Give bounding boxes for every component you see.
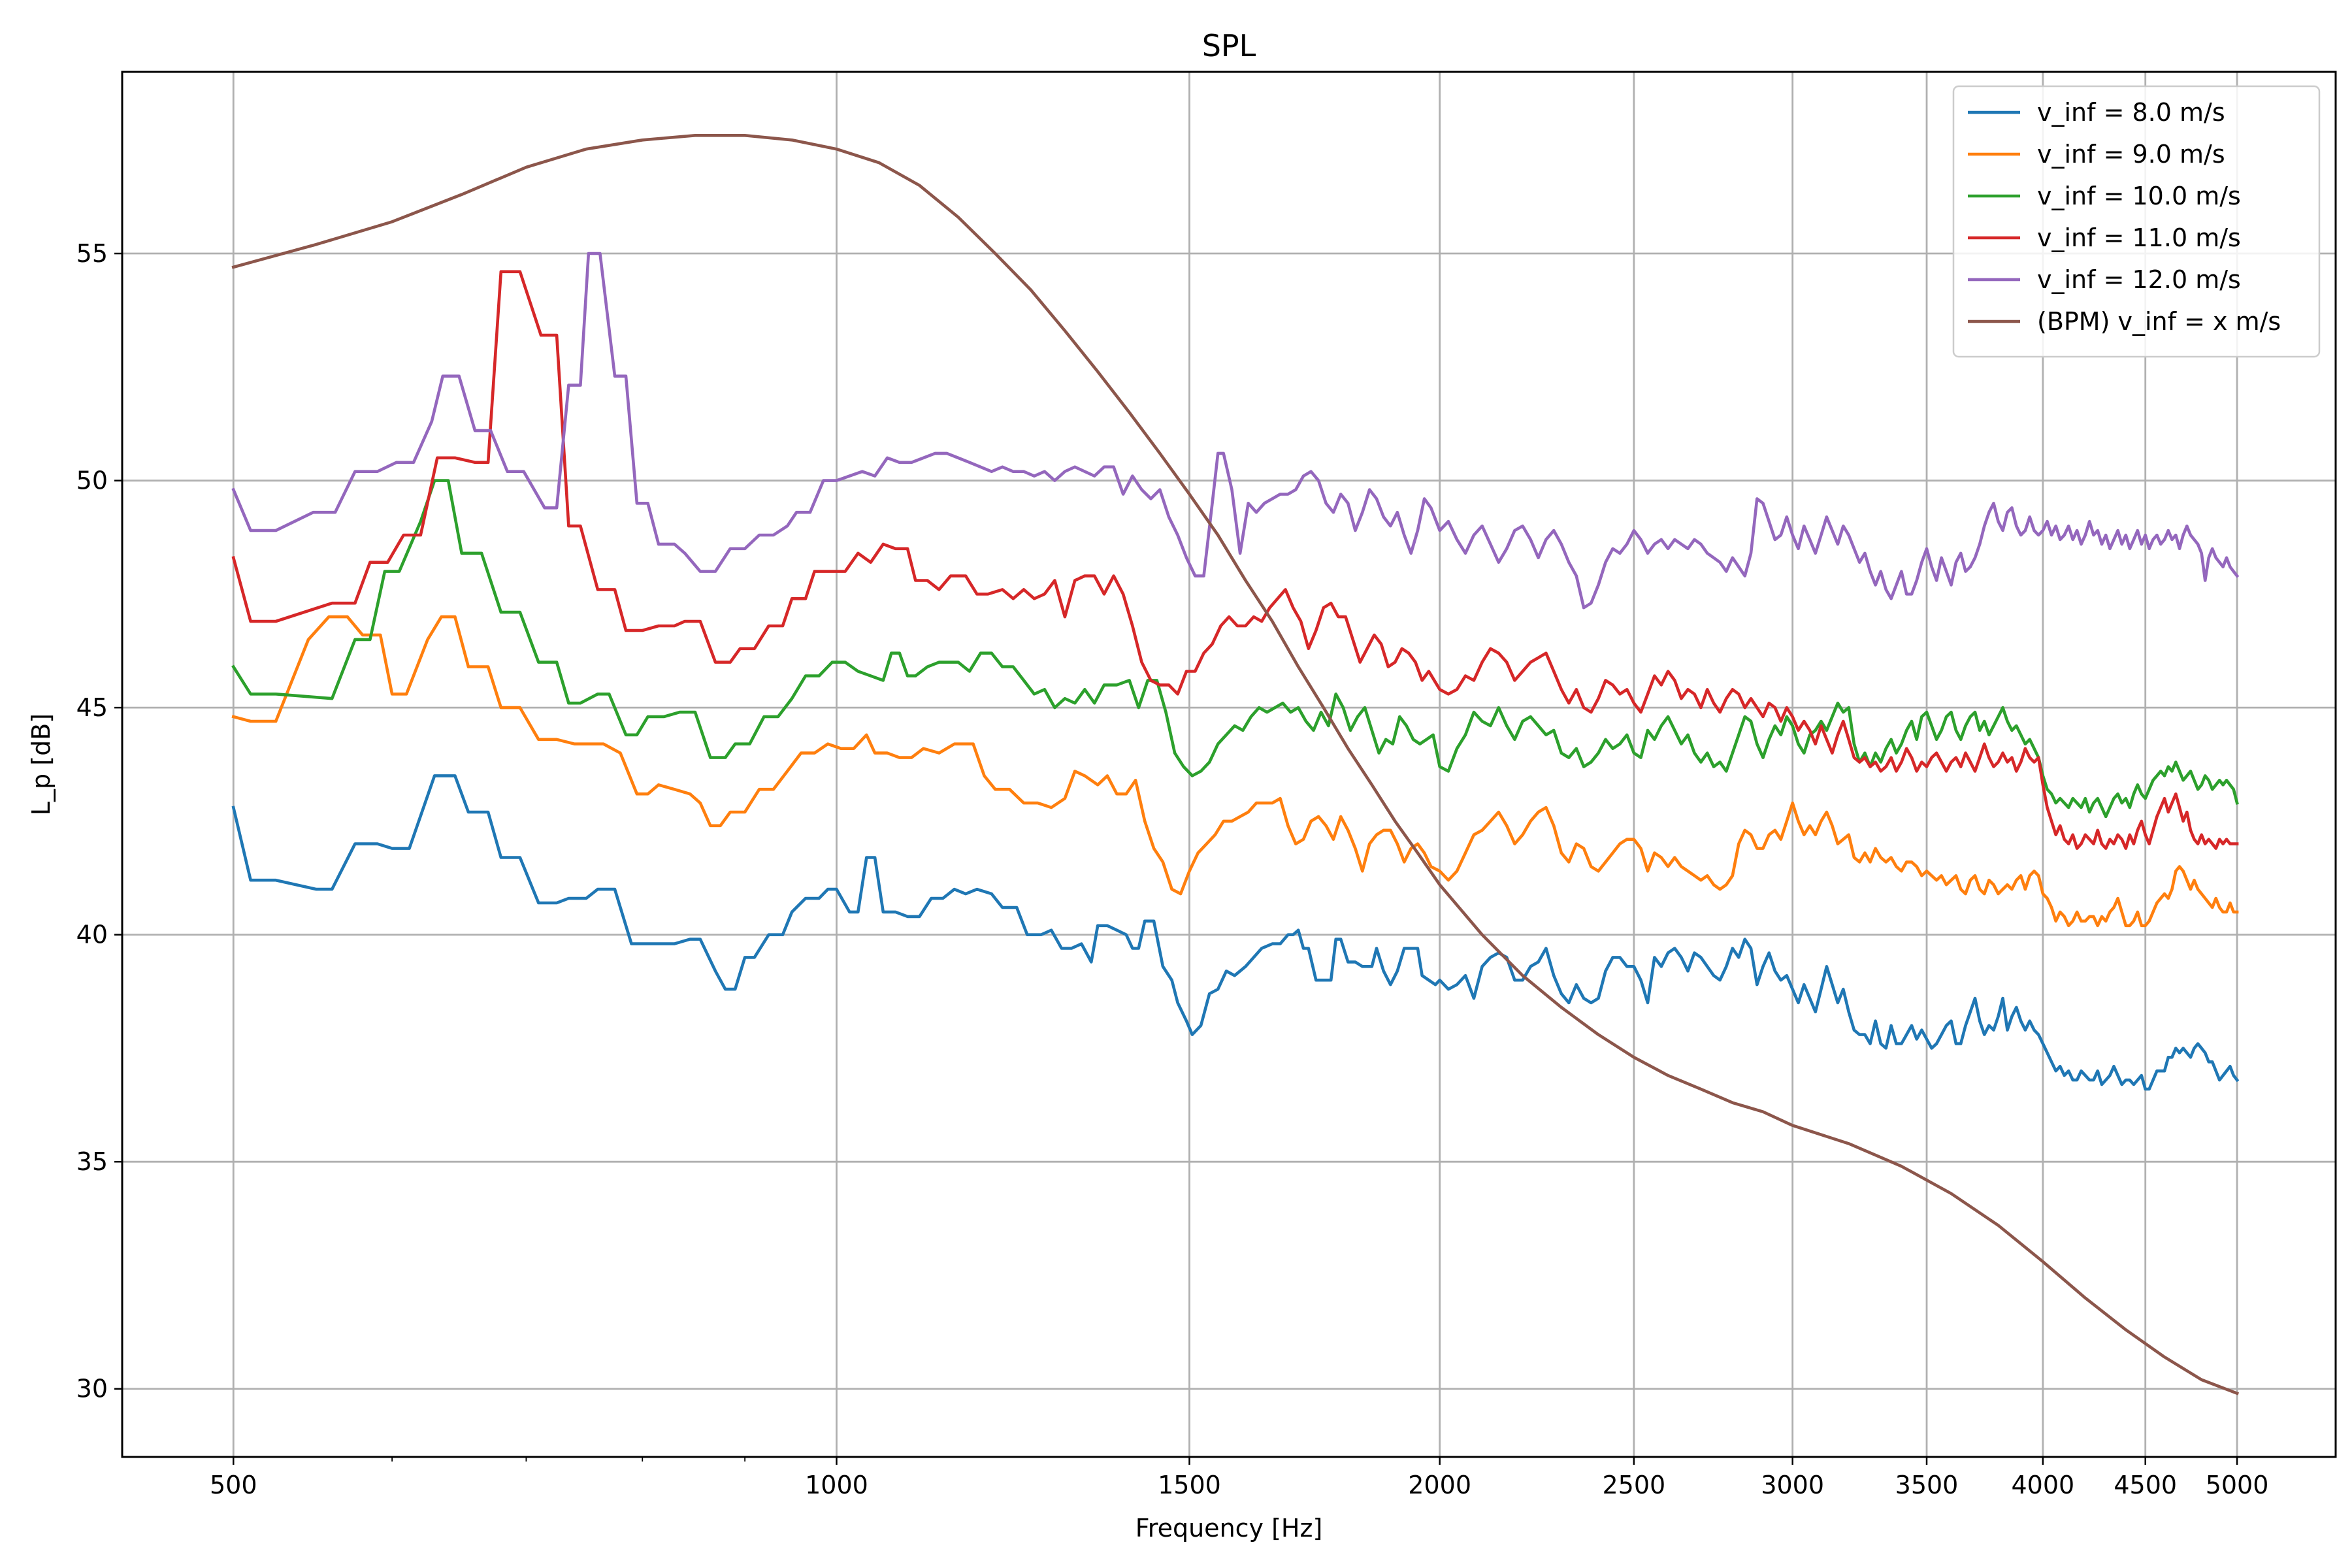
x-tick-label: 2000	[1408, 1471, 1471, 1499]
legend-label: v_inf = 10.0 m/s	[2037, 182, 2241, 210]
series-line-2	[231, 615, 2239, 928]
y-tick-label: 45	[76, 693, 108, 722]
x-tick-label: 1000	[805, 1471, 868, 1499]
x-tick-label: 4000	[2011, 1471, 2074, 1499]
y-tick-label: 55	[76, 239, 108, 268]
series-lines	[231, 134, 2240, 1396]
x-tick-label: 2500	[1603, 1471, 1666, 1499]
x-tick-label: 5000	[2206, 1471, 2269, 1499]
x-tick-label: 3500	[1895, 1471, 1959, 1499]
y-tick-label: 30	[76, 1375, 108, 1403]
legend-label: v_inf = 9.0 m/s	[2037, 140, 2225, 169]
x-axis-title: Frequency [Hz]	[1135, 1514, 1323, 1543]
series-line-4	[231, 270, 2239, 850]
legend-label: v_inf = 11.0 m/s	[2037, 223, 2241, 252]
x-tick-label: 1500	[1158, 1471, 1221, 1499]
y-axis-title: L_p [dB]	[27, 713, 56, 815]
y-tick-label: 40	[76, 921, 108, 949]
x-tick-label: 500	[210, 1471, 257, 1499]
y-tick-label: 50	[76, 466, 108, 495]
legend-box	[1952, 85, 2321, 358]
x-tick-label: 3000	[1761, 1471, 1824, 1499]
y-tick-label: 35	[76, 1147, 108, 1176]
legend-label: v_inf = 8.0 m/s	[2037, 98, 2225, 127]
chart-title: SPL	[1202, 28, 1256, 63]
series-line-3	[231, 479, 2239, 819]
axis-ticks: 500 1000 1500 2000 2500 3000 3500 4000 4500 5000 3…	[76, 239, 2269, 1499]
legend-label: (BPM) v_inf = x m/s	[2037, 307, 2281, 336]
x-tick-label: 4500	[2114, 1471, 2177, 1499]
series-line-6	[231, 134, 2240, 1396]
legend-label: v_inf = 12.0 m/s	[2037, 265, 2241, 294]
legend: v_inf = 8.0 m/s v_inf = 9.0 m/s v_inf = 10…	[1952, 85, 2321, 358]
series-line-1	[231, 774, 2240, 1091]
plot-frame	[121, 71, 2337, 1458]
series-line-5	[231, 252, 2240, 610]
